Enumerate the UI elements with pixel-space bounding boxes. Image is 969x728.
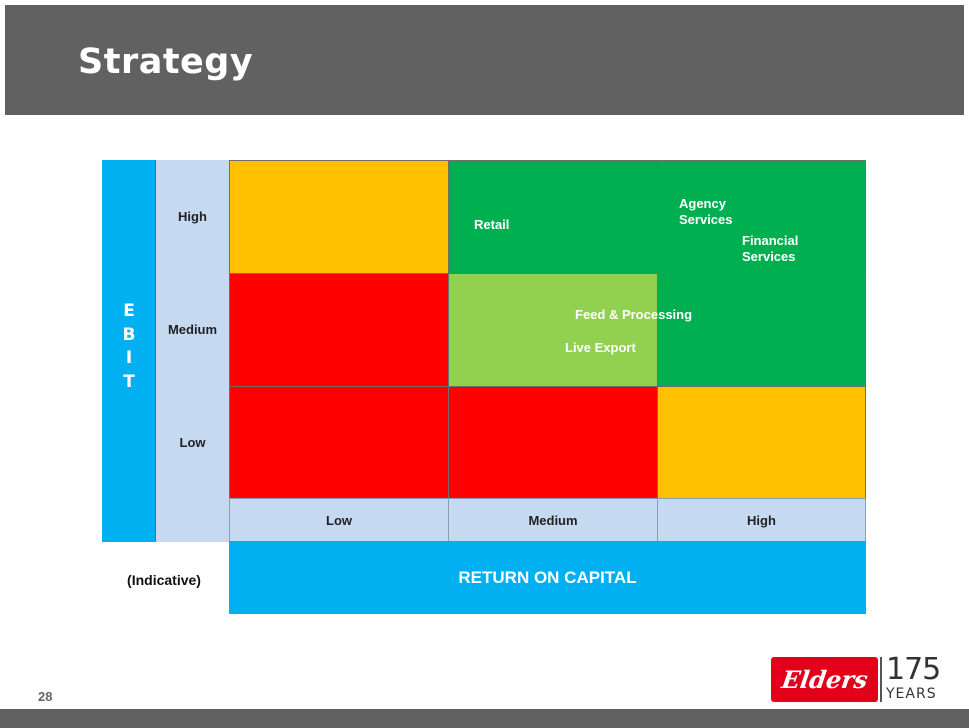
ebit-level-high: High — [178, 209, 207, 224]
matrix-cell-medium-low — [229, 273, 449, 387]
elders-logo-text: Elders — [779, 665, 870, 694]
matrix-cell-medium-high — [657, 273, 866, 387]
ebit-level-low: Low — [179, 435, 206, 450]
ebit-axis-title: E B I T — [122, 301, 136, 392]
elders-logo: Elders — [771, 657, 878, 702]
roc-level-low: Low — [229, 498, 449, 542]
label-live-export: Live Export — [565, 340, 636, 355]
footer-bar — [0, 709, 969, 728]
matrix-cell-low-medium — [448, 386, 658, 499]
ebit-level-column: High Medium Low — [156, 160, 229, 542]
roc-level-medium: Medium — [448, 498, 658, 542]
matrix-cell-high-medium — [448, 160, 658, 274]
slide-title: Strategy — [78, 42, 254, 82]
years-word: YEARS — [886, 686, 937, 702]
page-number: 28 — [38, 689, 53, 704]
matrix-cell-low-high — [657, 386, 866, 499]
matrix-cell-medium-medium — [448, 273, 658, 387]
label-financial-services: Financial Services — [742, 233, 799, 264]
label-feed-processing: Feed & Processing — [575, 307, 693, 322]
indicative-note: (Indicative) — [127, 572, 201, 588]
ebit-axis-bar: E B I T — [102, 160, 156, 542]
logo-divider — [880, 657, 882, 702]
years-number: 175 — [886, 652, 941, 687]
roc-level-high: High — [657, 498, 866, 542]
matrix-cell-low-low — [229, 386, 449, 499]
ebit-level-medium: Medium — [167, 322, 218, 337]
roc-axis-title: RETURN ON CAPITAL — [229, 541, 866, 614]
label-agency-services: Agency Services — [679, 196, 733, 227]
matrix-cell-high-low — [229, 160, 449, 274]
title-bar — [5, 5, 964, 115]
label-retail: Retail — [474, 217, 510, 232]
